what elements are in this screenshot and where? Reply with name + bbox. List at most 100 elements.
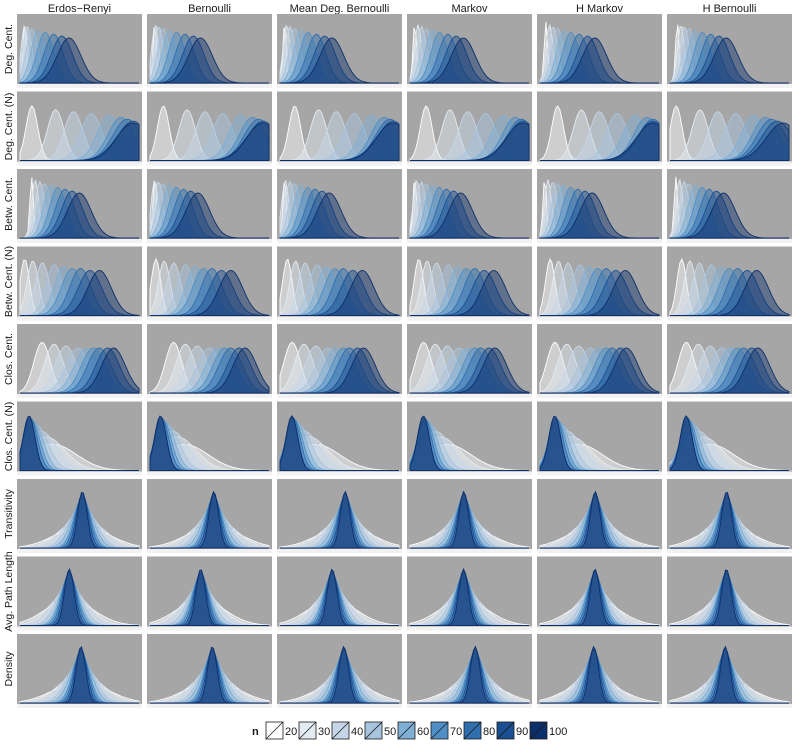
facet-panel bbox=[277, 246, 402, 321]
legend-key bbox=[463, 721, 482, 740]
legend-swatch-line bbox=[463, 721, 482, 740]
panel-background bbox=[147, 479, 272, 549]
density-curve bbox=[670, 645, 789, 704]
panel-background bbox=[147, 91, 272, 162]
panel-axis bbox=[17, 549, 142, 553]
facet-panel bbox=[277, 91, 402, 166]
legend-key bbox=[265, 721, 284, 740]
panel-background bbox=[277, 634, 402, 704]
facet-panel bbox=[537, 401, 662, 476]
facet-panel bbox=[537, 556, 662, 631]
legend-key bbox=[397, 721, 416, 740]
density-curve bbox=[669, 510, 790, 549]
density-curve bbox=[279, 192, 399, 239]
panel-axis bbox=[537, 549, 662, 553]
density-curve bbox=[540, 645, 659, 704]
panel-axis bbox=[407, 161, 532, 166]
facet-panel bbox=[407, 169, 532, 243]
facet-panel bbox=[17, 169, 142, 243]
panel-background bbox=[537, 246, 662, 317]
facet-panel bbox=[277, 556, 402, 631]
facet-panel bbox=[17, 401, 142, 476]
panel-background bbox=[17, 479, 142, 549]
facet-panel bbox=[667, 634, 792, 708]
density-curve bbox=[670, 569, 789, 626]
panel-axis bbox=[17, 84, 142, 88]
legend-title: n bbox=[252, 726, 259, 738]
density-curve bbox=[669, 517, 790, 549]
density-curve bbox=[150, 490, 269, 549]
density-curve bbox=[670, 491, 789, 549]
density-curve bbox=[150, 646, 269, 704]
facet-panel bbox=[667, 556, 792, 631]
density-curve bbox=[20, 122, 140, 161]
panel-axis bbox=[17, 704, 142, 708]
row-label: Deg. Cent. (N) bbox=[3, 93, 15, 161]
panel-axis bbox=[537, 471, 662, 476]
row-label: Deg. Cent. bbox=[3, 24, 15, 74]
density-curve bbox=[670, 122, 790, 161]
facet-panel bbox=[537, 91, 662, 166]
facet-panel bbox=[277, 401, 402, 476]
panel-axis bbox=[17, 626, 142, 631]
panel-axis bbox=[407, 84, 532, 88]
density-curve bbox=[669, 598, 790, 626]
density-curve bbox=[410, 490, 529, 549]
density-curve bbox=[540, 490, 659, 549]
density-curve bbox=[150, 347, 270, 394]
panel-axis bbox=[17, 161, 142, 166]
panel-axis bbox=[667, 471, 792, 476]
facet-panel bbox=[17, 14, 142, 88]
facet-panel bbox=[537, 479, 662, 553]
row-labels: Deg. Cent. Deg. Cent. (N) Betw. Cent. Betw.… bbox=[3, 24, 15, 687]
panel-axis bbox=[537, 394, 662, 398]
panel-axis bbox=[537, 161, 662, 166]
panel-background bbox=[407, 91, 532, 162]
density-curve bbox=[409, 415, 529, 471]
legend-key bbox=[430, 721, 449, 740]
panel-axis bbox=[277, 239, 402, 243]
density-curve bbox=[409, 192, 529, 239]
facet-panel bbox=[407, 14, 532, 88]
panel-axis bbox=[277, 161, 402, 166]
column-title: H Bernoulli bbox=[703, 3, 757, 15]
density-curve bbox=[670, 37, 789, 84]
density-curve bbox=[149, 672, 270, 704]
panel-background bbox=[407, 14, 532, 84]
density-curve bbox=[279, 525, 400, 549]
density-curve bbox=[280, 122, 400, 161]
panel-axis bbox=[407, 394, 532, 398]
panel-axis bbox=[407, 626, 532, 631]
density-curve bbox=[410, 347, 530, 394]
legend-swatch-line bbox=[397, 721, 416, 740]
panel-axis bbox=[147, 316, 272, 321]
facet-panel bbox=[667, 14, 792, 88]
panel-axis bbox=[147, 84, 272, 88]
column-titles: Erdos−Renyi Bernoulli Mean Deg. Bernoulli M… bbox=[48, 3, 757, 15]
panel-axis bbox=[147, 549, 272, 553]
density-curve bbox=[410, 645, 529, 704]
row-label: Clos. Cent. bbox=[3, 333, 15, 385]
density-curve bbox=[149, 665, 270, 704]
column-title: Markov bbox=[451, 3, 488, 15]
panel-background bbox=[147, 401, 272, 472]
density-curve bbox=[669, 680, 790, 704]
legend-label: 40 bbox=[351, 726, 363, 738]
facet-panel bbox=[147, 14, 272, 88]
density-curve bbox=[410, 122, 530, 161]
density-curve bbox=[149, 37, 269, 84]
panel-axis bbox=[537, 239, 662, 243]
density-curve bbox=[19, 37, 139, 84]
row-label: Transitivity bbox=[3, 488, 15, 539]
density-curve bbox=[149, 192, 269, 239]
density-curve bbox=[279, 672, 400, 704]
facet-panel bbox=[277, 479, 402, 553]
panel-axis bbox=[407, 239, 532, 243]
panel-background bbox=[17, 634, 142, 704]
density-curve bbox=[149, 525, 270, 549]
density-curve bbox=[539, 416, 659, 471]
panel-axis bbox=[407, 549, 532, 553]
facet-panel bbox=[147, 556, 272, 631]
density-curve bbox=[280, 270, 400, 316]
legend-swatch-line bbox=[529, 721, 548, 740]
